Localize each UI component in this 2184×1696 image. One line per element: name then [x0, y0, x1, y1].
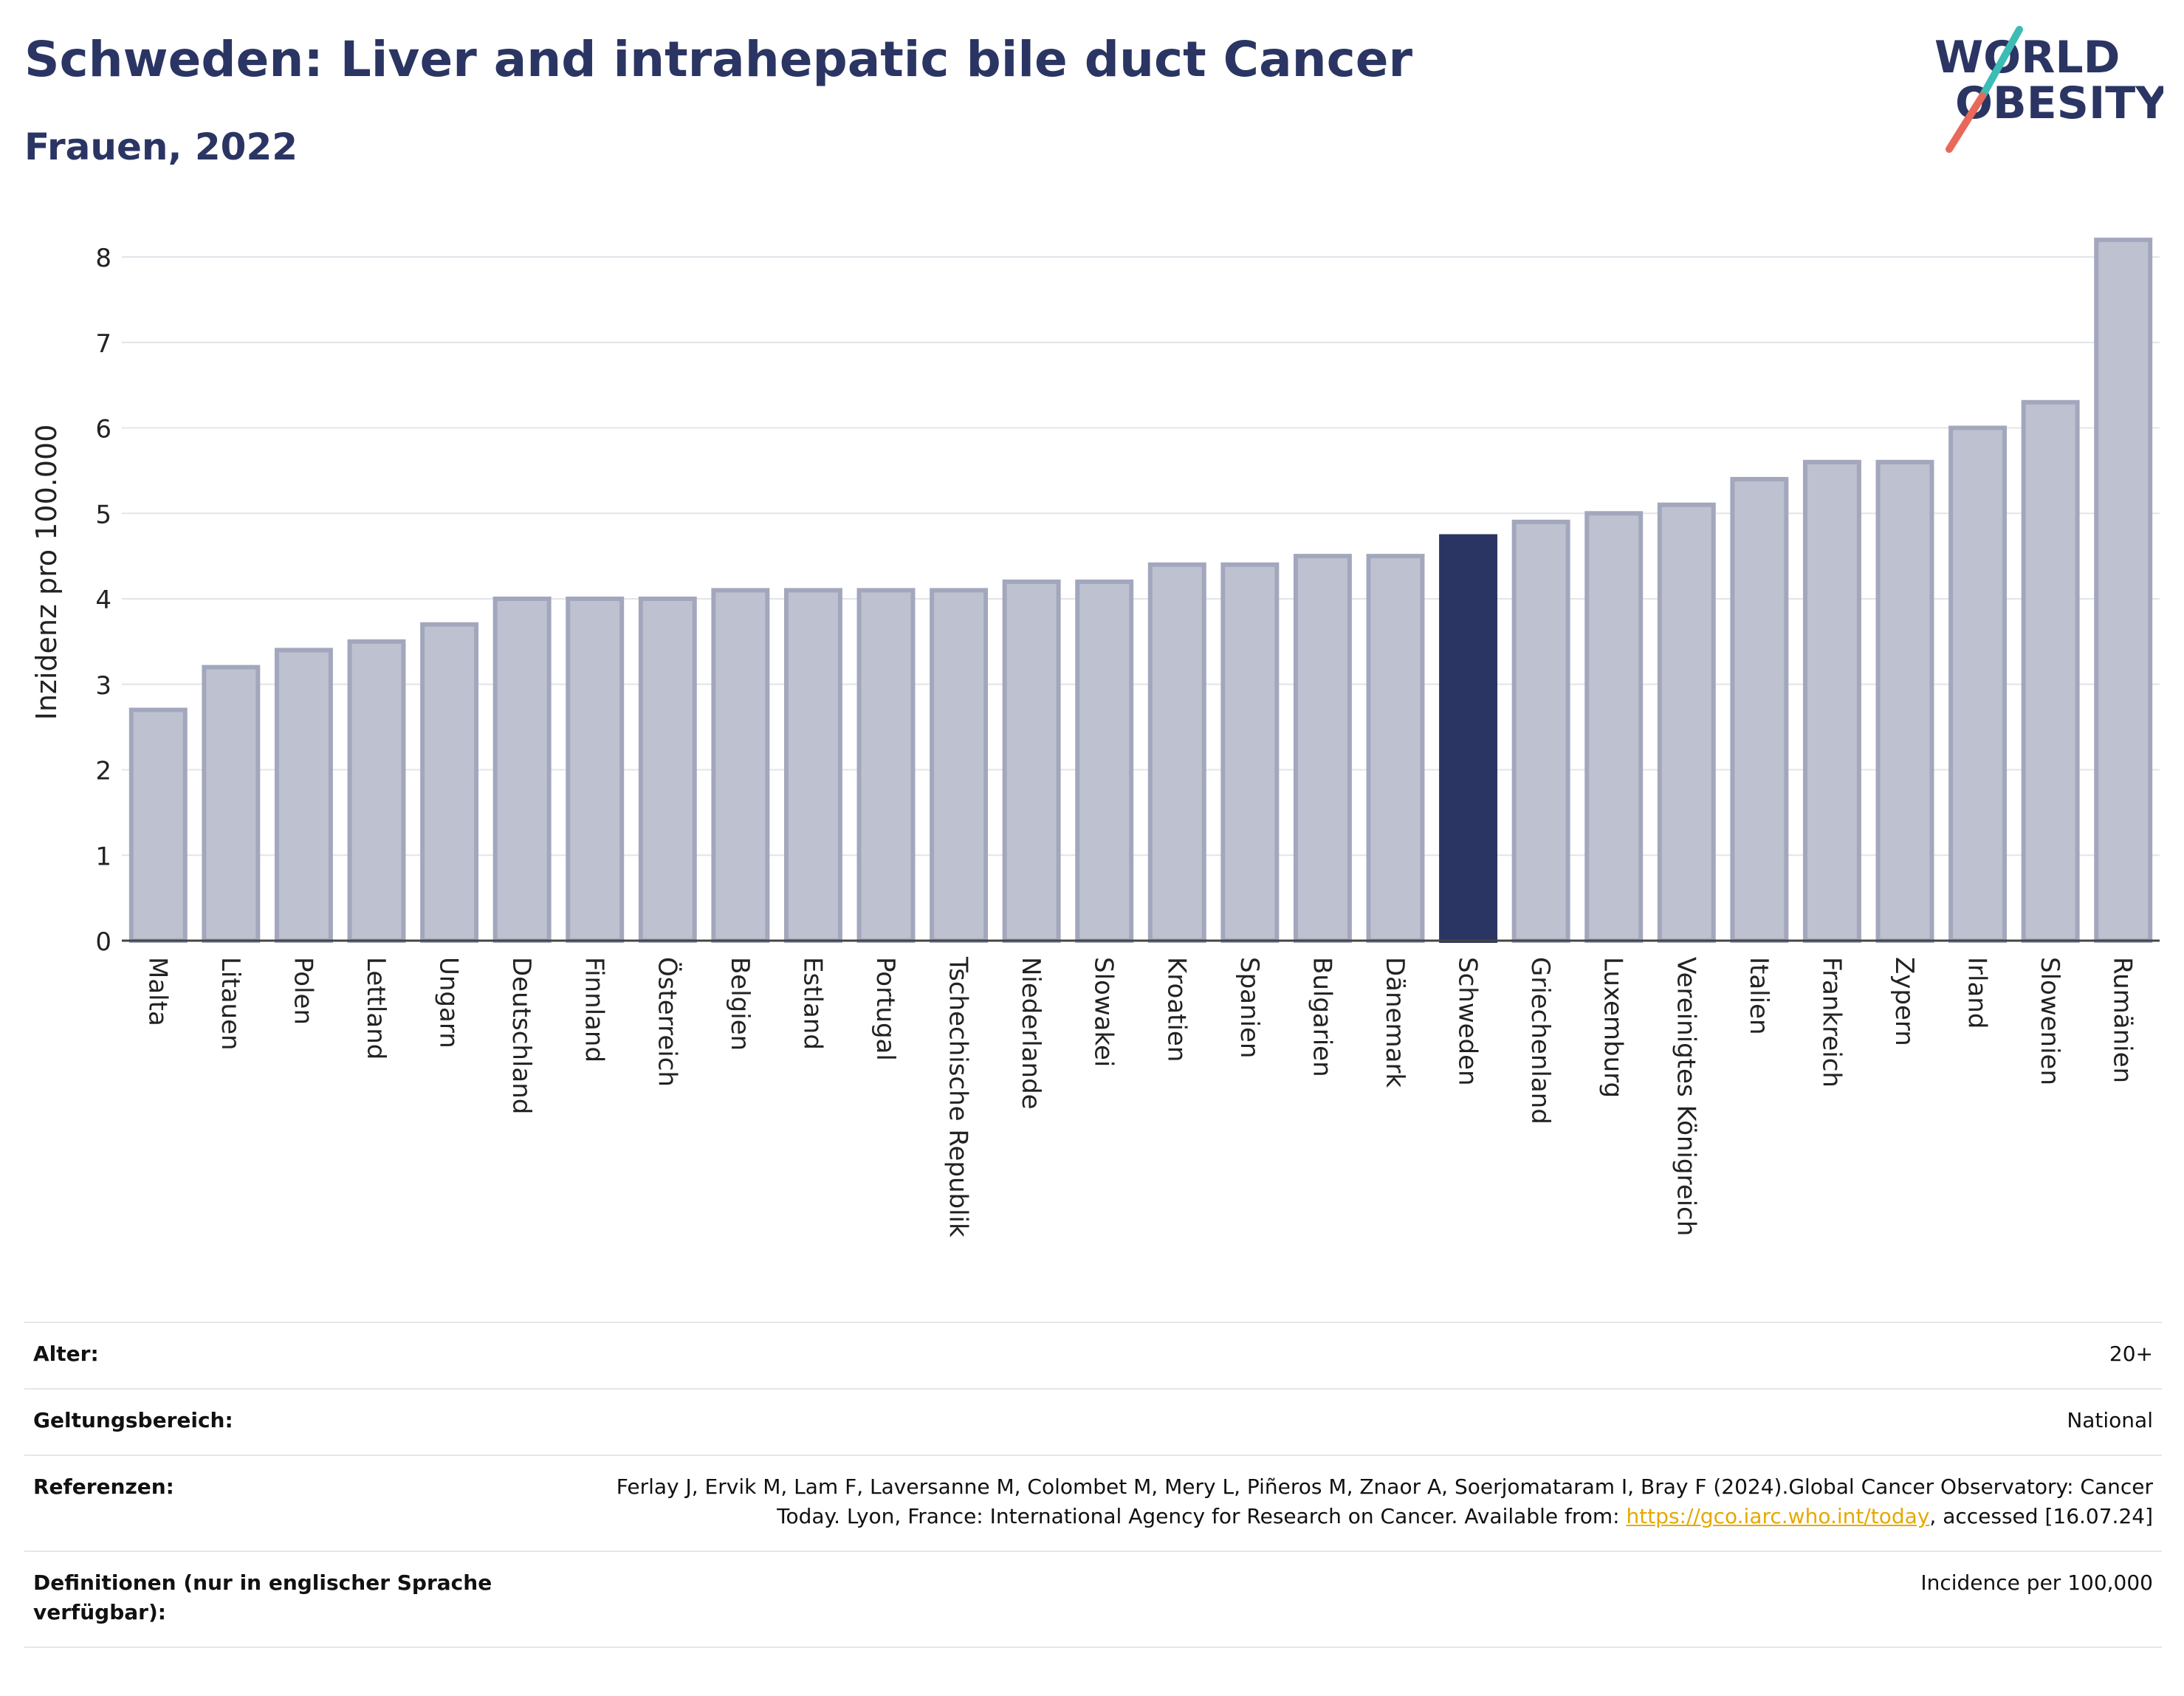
chart-title: Schweden: Liver and intrahepatic bile du…: [24, 31, 1413, 88]
x-tick-label: Polen: [288, 957, 317, 1025]
x-tick-label: Deutschland: [506, 957, 536, 1114]
x-tick-label: Rumänien: [2108, 957, 2137, 1083]
x-tick-label: Lettland: [361, 957, 391, 1060]
meta-row-definitions: Definitionen (nur in englischer Sprache …: [24, 1551, 2162, 1648]
bar-estland: [783, 588, 842, 943]
bar-italien: [1730, 476, 1789, 943]
x-tick-label: Italien: [1744, 957, 1773, 1035]
bar-schweden: [1439, 534, 1498, 943]
meta-row-scope: Geltungsbereich: National: [24, 1388, 2162, 1455]
meta-scope-value: National: [2067, 1408, 2153, 1432]
metadata-table: Alter: 20+ Geltungsbereich: National Ref…: [24, 1322, 2162, 1648]
y-axis-ticks: 0 1 2 3 4 5 6 7 8: [95, 244, 111, 957]
bar-tschechische-republik: [930, 588, 989, 943]
x-tick-label: Spanien: [1234, 957, 1264, 1058]
meta-references-value: Ferlay J, Ervik M, Lam F, Laversanne M, …: [566, 1472, 2153, 1531]
bar-kroatien: [1147, 562, 1206, 943]
y-tick-label: 1: [95, 842, 111, 871]
x-tick-label: Luxemburg: [1598, 957, 1628, 1098]
world-obesity-logo: WORLD OBESITY: [1934, 26, 2163, 153]
x-tick-label: Irland: [1962, 957, 1992, 1029]
meta-age-value: 20+: [2109, 1342, 2153, 1366]
bar-rumänien: [2094, 237, 2153, 944]
meta-scope-label: Geltungsbereich:: [33, 1408, 233, 1432]
y-tick-label: 7: [95, 329, 111, 359]
x-tick-label: Frankreich: [1816, 957, 1846, 1088]
bars: [128, 237, 2153, 944]
reference-link[interactable]: https://gco.iarc.who.int/today: [1626, 1504, 1930, 1528]
bar-belgien: [711, 588, 770, 943]
meta-definitions-label: Definitionen (nur in englischer Sprache …: [33, 1570, 492, 1624]
bar-vereinigtes-königreich: [1657, 502, 1716, 943]
logo-word-world: WORLD: [1934, 32, 2120, 83]
x-tick-label: Niederlande: [1016, 957, 1045, 1110]
meta-age-label: Alter:: [33, 1342, 99, 1366]
x-tick-label: Schweden: [1453, 957, 1483, 1086]
logo-slash-coral: [1946, 92, 1986, 153]
x-tick-label: Zypern: [1889, 957, 1919, 1046]
x-tick-label: Malta: [142, 957, 172, 1026]
bar-zypern: [1875, 459, 1934, 943]
x-tick-label: Slowakei: [1089, 957, 1119, 1067]
bar-slowakei: [1075, 579, 1134, 943]
y-tick-label: 5: [95, 500, 111, 529]
y-tick-label: 0: [95, 927, 111, 957]
bar-ungarn: [420, 622, 479, 943]
y-axis-title: Inzidenz pro 100.000: [30, 425, 63, 721]
x-tick-label: Finnland: [580, 957, 609, 1062]
chart-subtitle: Frauen, 2022: [24, 126, 298, 168]
y-tick-label: 4: [95, 586, 111, 615]
x-tick-label: Vereinigtes Königreich: [1671, 957, 1700, 1236]
meta-row-age: Alter: 20+: [24, 1322, 2162, 1388]
bar-finnland: [566, 597, 625, 943]
bar-frankreich: [1802, 459, 1861, 943]
y-tick-label: 8: [95, 244, 111, 273]
x-tick-label: Litauen: [216, 957, 245, 1051]
bar-griechenland: [1511, 519, 1570, 943]
bar-portugal: [856, 588, 916, 943]
x-tick-label: Slowenien: [2035, 957, 2064, 1085]
bar-niederlande: [1002, 579, 1061, 943]
bar-chart: 0 1 2 3 4 5 6 7 8 Malta Litauen Polen Lettland Ungar…: [30, 237, 2160, 1237]
y-tick-label: 6: [95, 415, 111, 444]
x-tick-label: Griechenland: [1525, 957, 1555, 1125]
reference-text: Ferlay J, Ervik M, Lam F, Laversanne M, …: [616, 1474, 2153, 1528]
bar-deutschland: [492, 597, 552, 943]
bar-österreich: [638, 597, 697, 943]
meta-row-references: Referenzen: Ferlay J, Ervik M, Lam F, La…: [24, 1455, 2162, 1551]
meta-definitions-value: Incidence per 100,000: [1920, 1570, 2153, 1595]
bar-luxemburg: [1584, 511, 1644, 943]
meta-references-label: Referenzen:: [33, 1474, 174, 1499]
y-tick-label: 2: [95, 757, 111, 786]
bar-polen: [274, 648, 333, 943]
x-tick-label: Tschechische Republik: [944, 956, 973, 1237]
x-tick-label: Dänemark: [1380, 957, 1409, 1088]
bar-lettland: [347, 639, 406, 943]
x-tick-label: Bulgarien: [1307, 957, 1336, 1077]
bar-litauen: [202, 665, 261, 943]
bar-irland: [1948, 425, 2008, 943]
y-tick-label: 3: [95, 671, 111, 701]
bar-malta: [128, 707, 188, 943]
x-axis-labels: Malta Litauen Polen Lettland Ungarn Deutschla…: [142, 956, 2137, 1237]
x-tick-label: Belgien: [725, 957, 755, 1051]
reference-accessed: , accessed [16.07.24]: [1929, 1504, 2153, 1528]
x-tick-label: Österreich: [652, 957, 682, 1087]
x-tick-label: Ungarn: [434, 957, 464, 1048]
logo-slash-teal: [1979, 26, 2023, 100]
bar-bulgarien: [1293, 554, 1352, 943]
x-tick-label: Portugal: [870, 957, 900, 1061]
bar-slowenien: [2021, 399, 2080, 943]
bar-dänemark: [1366, 554, 1425, 943]
x-tick-label: Estland: [797, 957, 827, 1050]
x-tick-label: Kroatien: [1161, 957, 1191, 1062]
bar-spanien: [1220, 562, 1280, 943]
